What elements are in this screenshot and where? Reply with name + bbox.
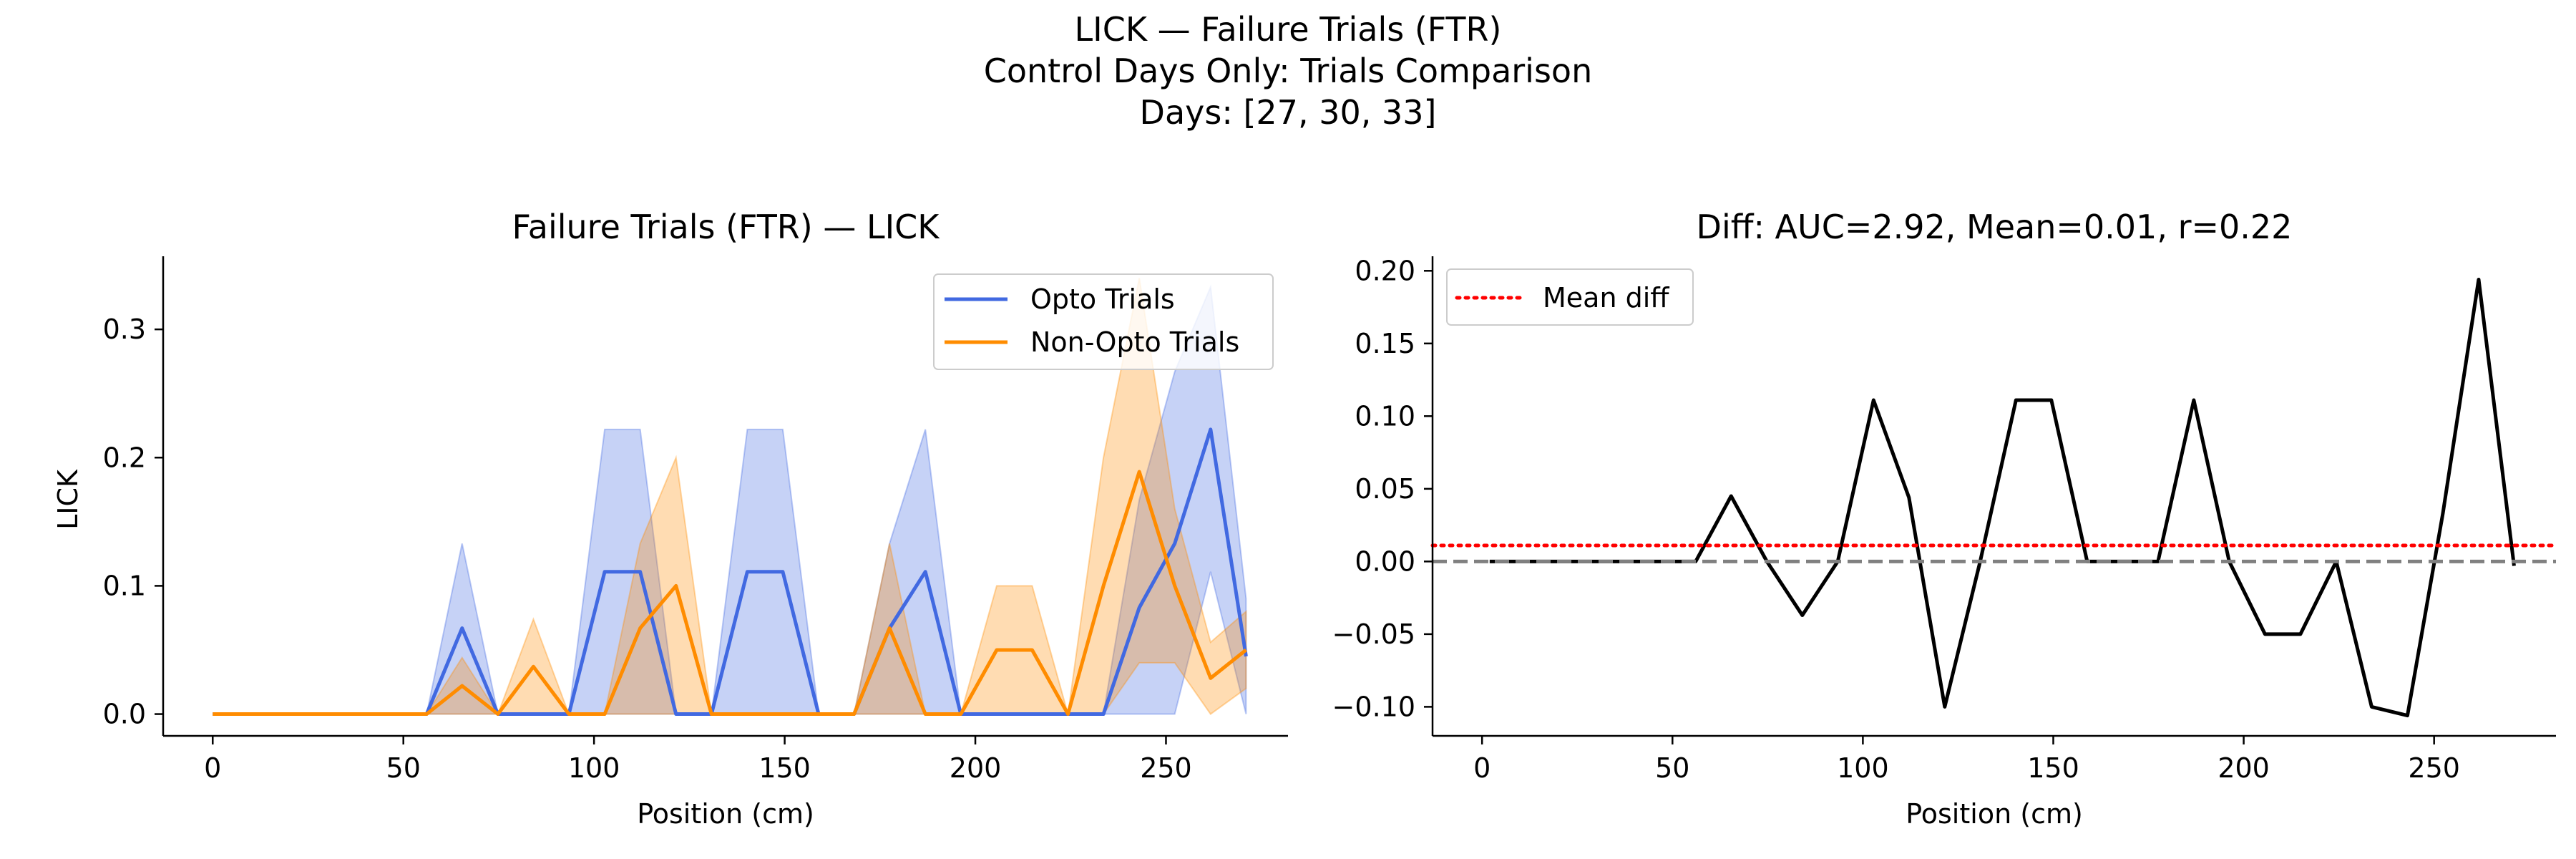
left-x-tick-label: 150 (758, 752, 811, 784)
left-x-tick-label: 250 (1140, 752, 1192, 784)
right-legend-frame (1446, 268, 1694, 326)
left-y-tick-label: 0.3 (103, 314, 146, 345)
left-x-tick-label: 0 (204, 752, 221, 784)
right-chart-title: Diff: AUC=2.92, Mean=0.01, r=0.22 (1697, 208, 2293, 246)
left-y-axis-label: LICK (52, 469, 84, 530)
right-x-tick-label: 50 (1655, 752, 1689, 784)
legend-opto-label: Opto Trials (1030, 283, 1175, 315)
figure-suptitle: LICK — Failure Trials (FTR) Control Days… (0, 9, 2576, 133)
left-axes: 0 50 100 150 200 250 0.0 0.1 0.2 0.3 (103, 256, 1288, 784)
left-x-tick-label: 100 (568, 752, 620, 784)
left-x-tick-label: 200 (950, 752, 1002, 784)
legend-mean-diff-label: Mean diff (1543, 282, 1669, 314)
right-x-tick-label: 100 (1837, 752, 1889, 784)
right-series-lines (1430, 277, 2558, 718)
right-x-tick-label: 200 (2218, 752, 2270, 784)
suptitle-line-3: Days: [27, 30, 33] (1139, 93, 1437, 132)
right-y-tick-label: 0.20 (1355, 255, 1415, 286)
right-axes: 0 50 100 150 200 250 −0.10 −0.05 0.00 0.05 0.10 0.1… (1332, 255, 2556, 784)
left-chart-title: Failure Trials (FTR) — LICK (512, 208, 941, 246)
right-x-tick-label: 250 (2408, 752, 2460, 784)
right-y-tick-label: 0.10 (1355, 400, 1415, 432)
left-y-tick-label: 0.2 (103, 442, 146, 473)
difference-chart: Diff: AUC=2.92, Mean=0.01, r=0.22 0 50 100… (1332, 208, 2558, 830)
difference-line (1489, 277, 2516, 718)
suptitle-line-2: Control Days Only: Trials Comparison (983, 52, 1593, 90)
right-x-tick-label: 0 (1473, 752, 1491, 784)
right-legend: Mean diff (1446, 268, 1694, 326)
left-legend-frame (933, 273, 1274, 370)
lick-comparison-chart: Failure Trials (FTR) — LICK 0 50 100 150 200… (52, 208, 1288, 830)
left-x-tick-label: 50 (386, 752, 421, 784)
left-series-lines (213, 427, 1248, 717)
right-x-axis-label: Position (cm) (1906, 798, 2083, 830)
right-y-tick-label: −0.05 (1332, 618, 1415, 650)
series-1-mean-line (213, 470, 1247, 717)
legend-non-opto-label: Non-Opto Trials (1030, 326, 1239, 358)
right-y-tick-label: 0.00 (1355, 545, 1415, 577)
right-y-tick-label: 0.15 (1355, 328, 1415, 359)
right-y-tick-label: 0.05 (1355, 473, 1415, 505)
left-x-axis-label: Position (cm) (637, 798, 814, 830)
right-y-tick-label: −0.10 (1332, 691, 1415, 722)
suptitle-line-1: LICK — Failure Trials (FTR) (1074, 10, 1502, 49)
left-y-tick-label: 0.0 (103, 699, 146, 730)
left-legend: Opto Trials Non-Opto Trials (933, 273, 1274, 370)
left-y-tick-label: 0.1 (103, 570, 146, 601)
right-x-tick-label: 150 (2027, 752, 2079, 784)
